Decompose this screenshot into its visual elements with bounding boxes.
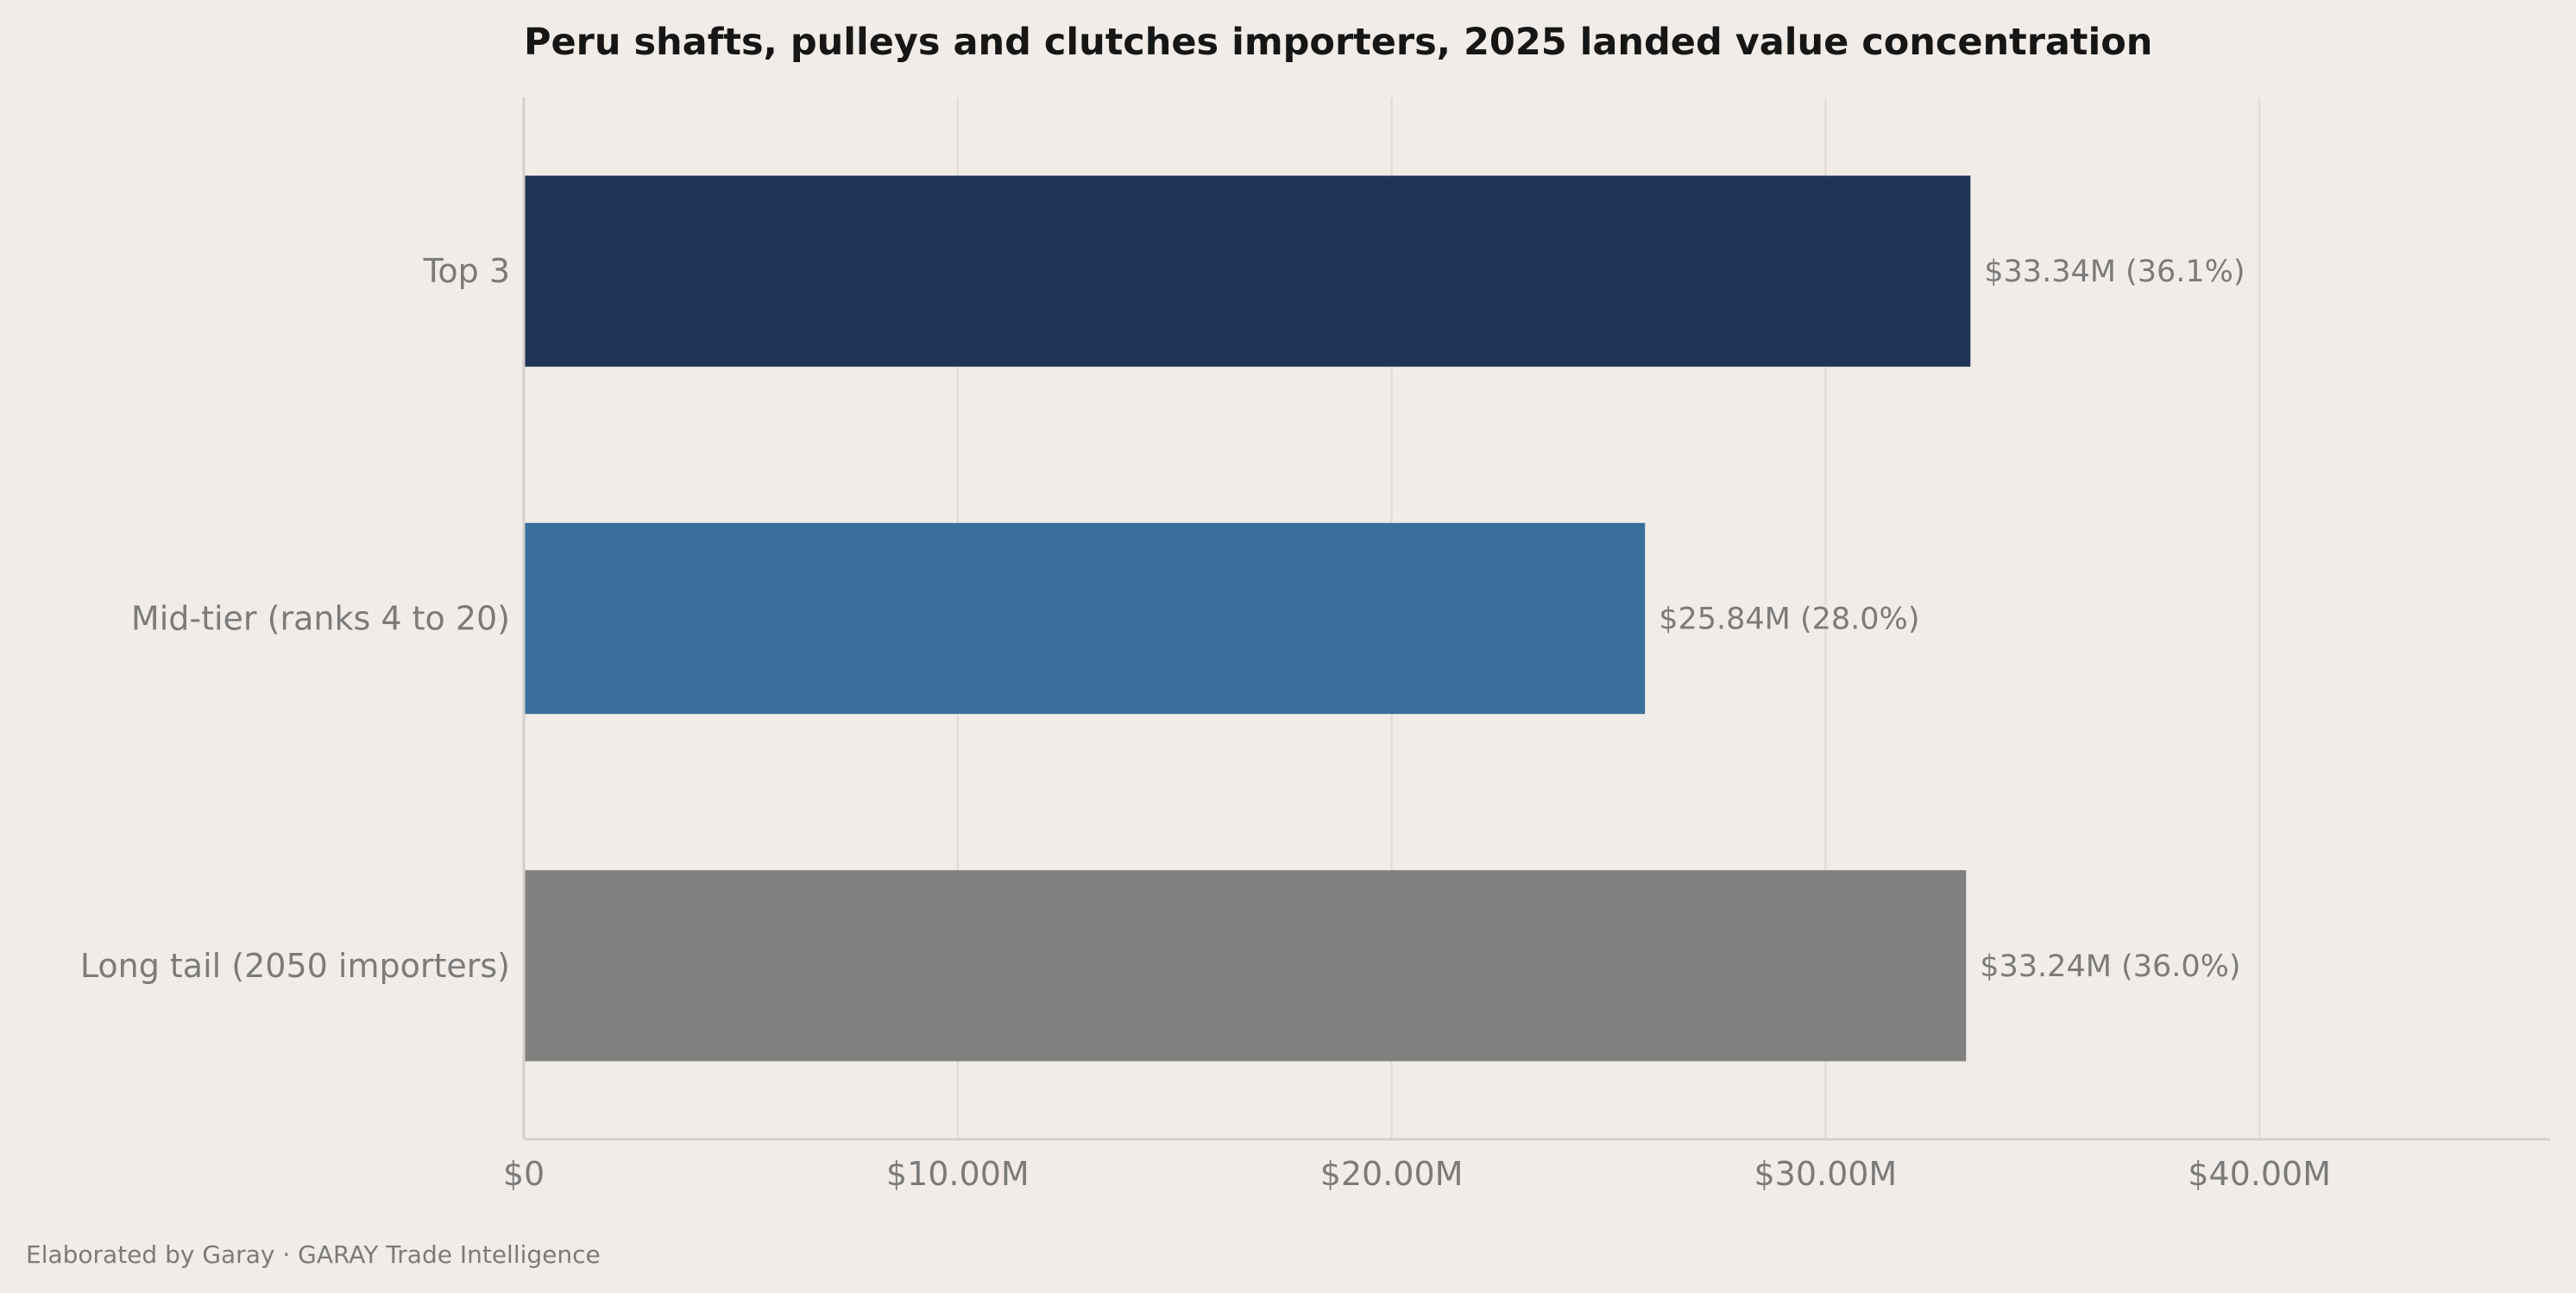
category-label: Mid-tier (ranks 4 to 20): [131, 600, 510, 638]
bar: [524, 870, 1967, 1062]
x-tick-label: $10.00M: [886, 1155, 1030, 1193]
x-tick-label: $20.00M: [1320, 1155, 1464, 1193]
axes: $0 $10.00M $20.00M $30.00M $40.00M Top 3 Mid-t…: [80, 98, 2550, 1193]
value-label: $33.24M (36.0%): [1980, 949, 2240, 984]
x-tick-label: $0: [503, 1155, 545, 1193]
bar: [524, 522, 1646, 715]
x-tick-label: $30.00M: [1754, 1155, 1897, 1193]
bar: [524, 175, 1971, 367]
x-tick-label: $40.00M: [2188, 1155, 2331, 1193]
value-label: $33.34M (36.1%): [1984, 255, 2245, 289]
category-label: Top 3: [423, 252, 510, 290]
bars: $33.34M (36.1%) $25.84M (28.0%) $33.24M (3…: [524, 175, 2245, 1062]
chart-title: Peru shafts, pulleys and clutches import…: [524, 21, 2152, 64]
category-label: Long tail (2050 importers): [80, 947, 510, 985]
value-label: $25.84M (28.0%): [1659, 602, 1919, 637]
footer-credit: Elaborated by Garay · GARAY Trade Intell…: [26, 1240, 601, 1269]
